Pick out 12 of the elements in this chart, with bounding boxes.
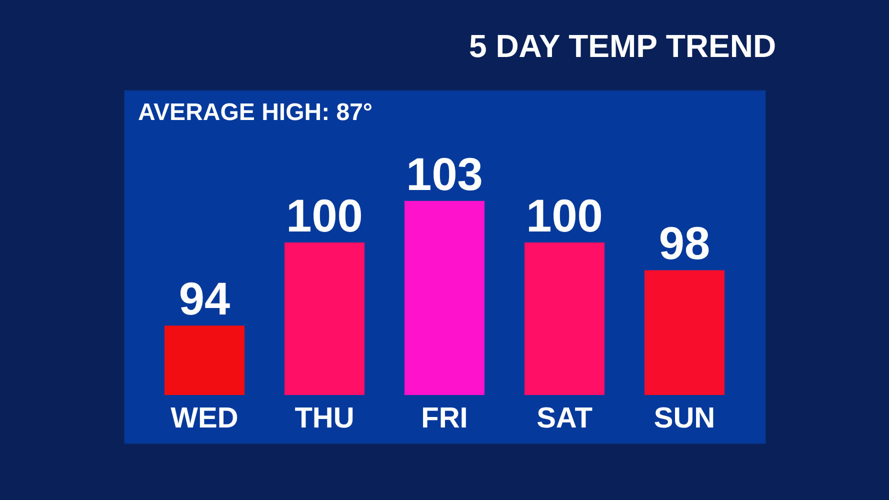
data-label: 100: [526, 190, 603, 242]
chart-title: 5 DAY TEMP TREND: [469, 28, 776, 64]
data-label: 94: [178, 272, 230, 325]
annotation: AVERAGE HIGH: 87°: [138, 99, 373, 126]
x-tick-label: SAT: [536, 402, 593, 434]
data-label: 103: [406, 148, 483, 200]
x-tick-label: SUN: [654, 402, 716, 434]
x-tick-label: THU: [294, 402, 354, 434]
data-label: 98: [658, 217, 710, 270]
data-label: 100: [286, 190, 363, 242]
x-tick-label: FRI: [421, 402, 468, 434]
x-tick-label: WED: [170, 402, 238, 434]
